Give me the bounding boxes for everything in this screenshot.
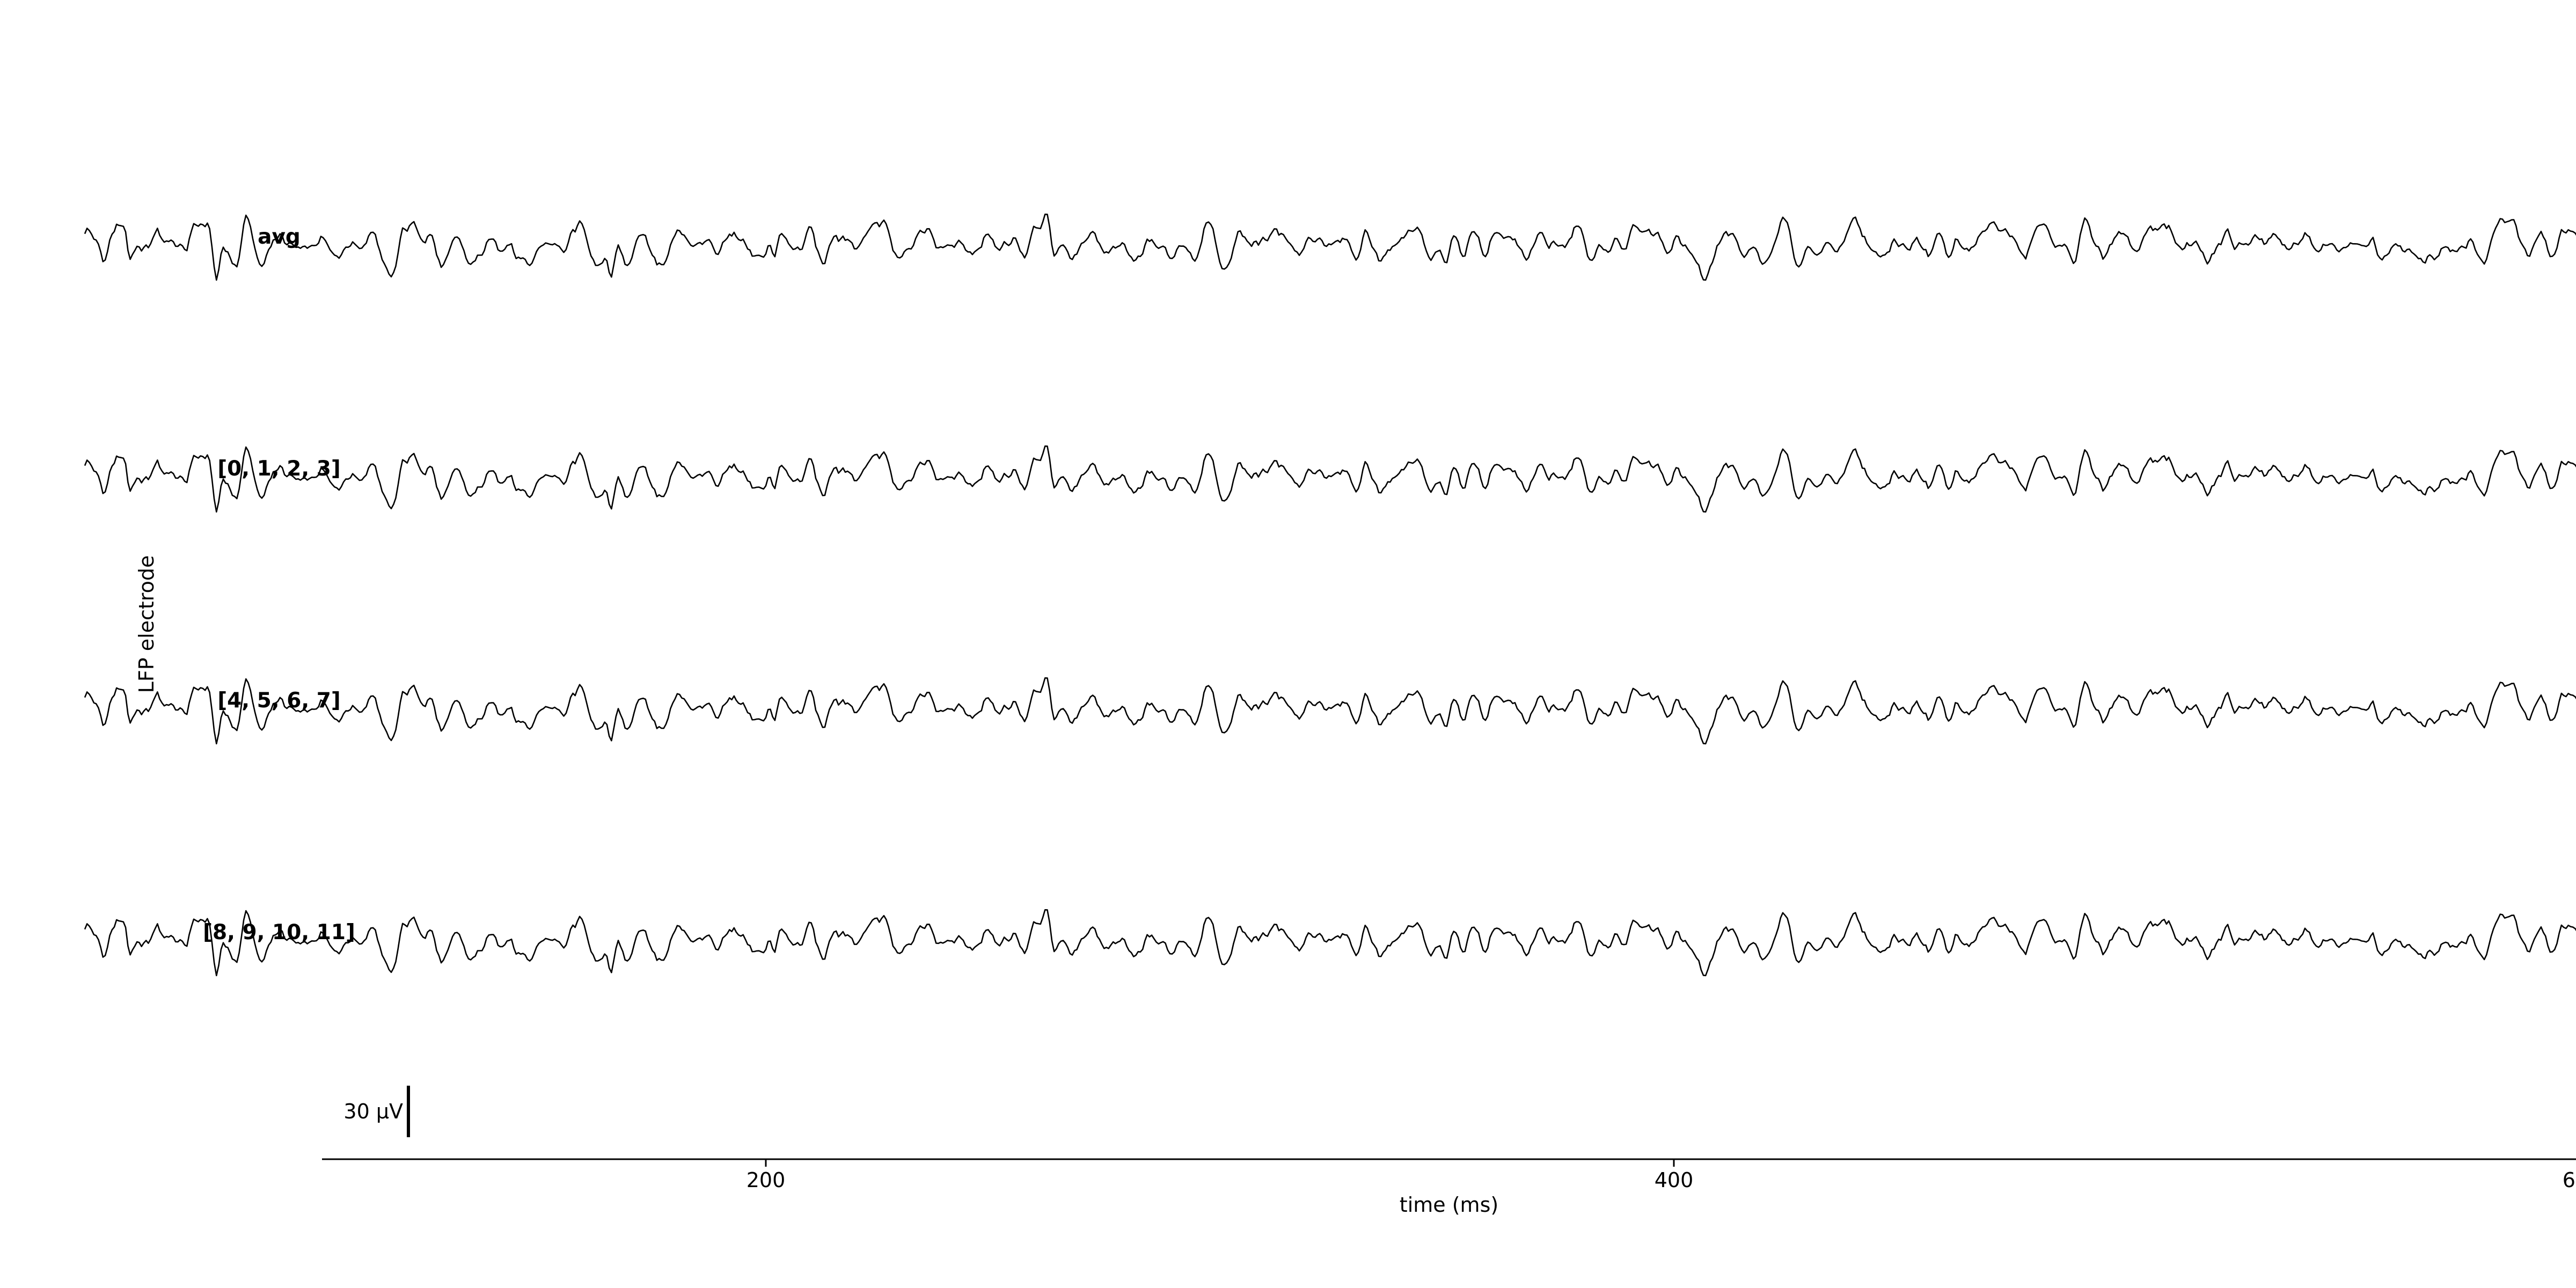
scale-bar-label: 30 μV bbox=[343, 1100, 403, 1123]
channel-4: [8, 9, 10, 11] bbox=[84, 909, 2576, 977]
channel-traces: avg [0, 1, 2, 3] [4, 5, 6, 7] [8, 9, 10, 11… bbox=[84, 214, 2576, 977]
lfp-trace-line bbox=[84, 214, 2576, 281]
channel-1: avg bbox=[84, 214, 2576, 281]
channel-2: [0, 1, 2, 3] bbox=[84, 445, 2576, 513]
y-axis-label: LFP electrode bbox=[135, 555, 158, 693]
scale-bar: 30 μV bbox=[343, 1086, 410, 1137]
x-tick-label: 600 bbox=[2563, 1168, 2576, 1192]
lfp-trace-line bbox=[84, 677, 2576, 745]
x-axis-ticks: 200400600800 bbox=[747, 1159, 2576, 1192]
channel-3: [4, 5, 6, 7] bbox=[84, 677, 2576, 745]
channel-label: [8, 9, 10, 11] bbox=[203, 920, 355, 945]
x-axis: 200400600800 time (ms) bbox=[322, 1158, 2576, 1217]
x-axis-label: time (ms) bbox=[1400, 1193, 1498, 1217]
lfp-trace-line bbox=[84, 445, 2576, 513]
lfp-trace-line bbox=[84, 909, 2576, 977]
x-tick-label: 200 bbox=[747, 1168, 786, 1192]
x-tick-label: 400 bbox=[1655, 1168, 1694, 1192]
